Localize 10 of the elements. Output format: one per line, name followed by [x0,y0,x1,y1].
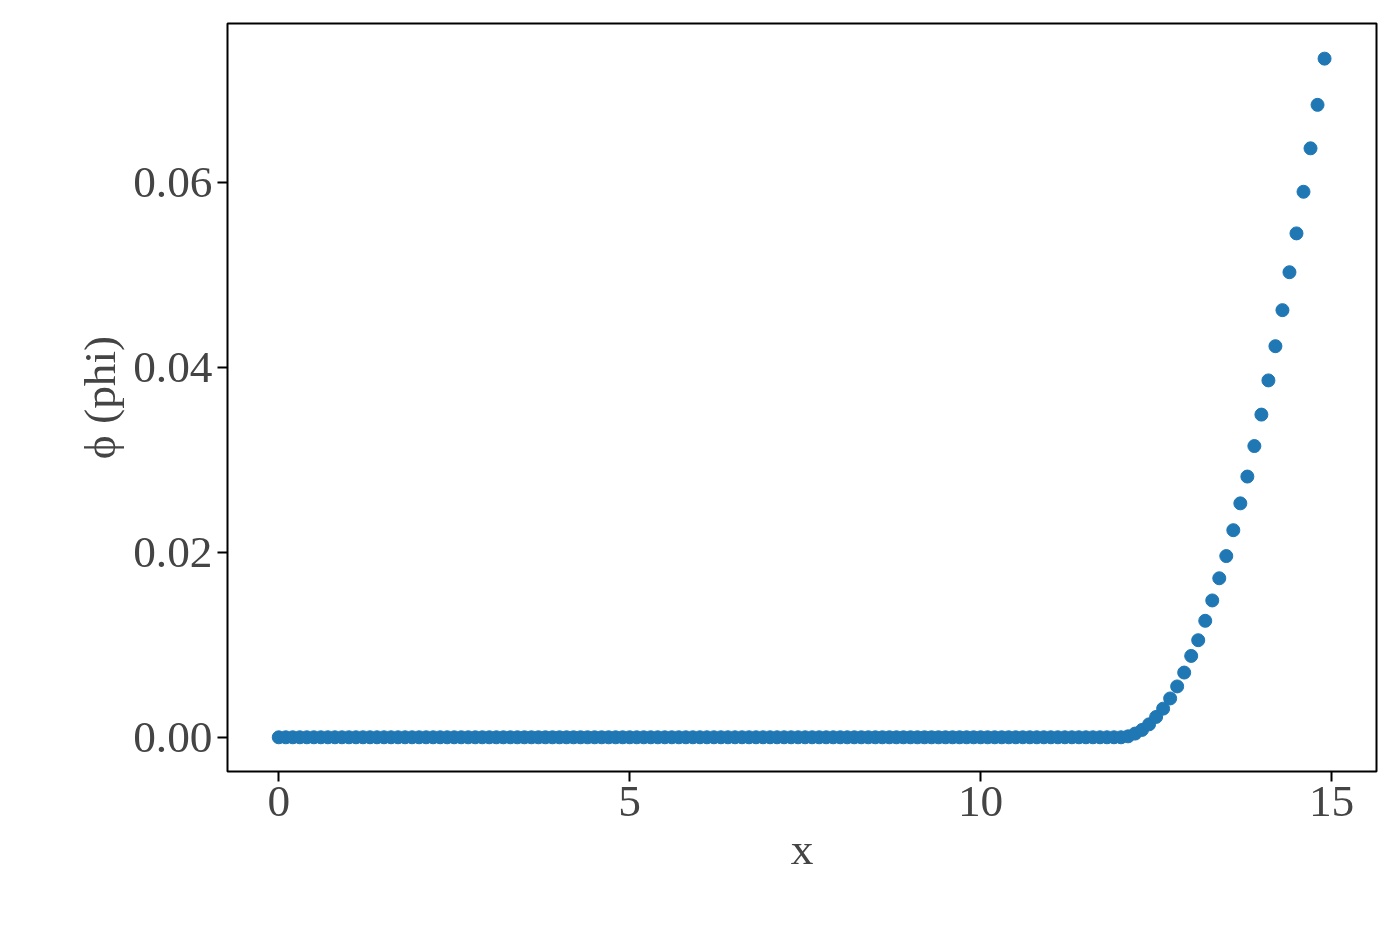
x-tick-label: 0 [267,775,291,826]
y-tick-label: 0.02 [133,526,213,577]
x-tick-label: 5 [618,775,642,826]
y-tick-label: 0.04 [133,341,213,392]
x-tick-label: 10 [957,775,1004,826]
y-tick-label: 0.06 [133,157,213,208]
y-tick-label: 0.00 [133,711,213,762]
x-tick-label: 15 [1308,775,1355,826]
x-axis-title: x [790,823,814,874]
y-axis-title: ϕ (phi) [75,335,126,460]
